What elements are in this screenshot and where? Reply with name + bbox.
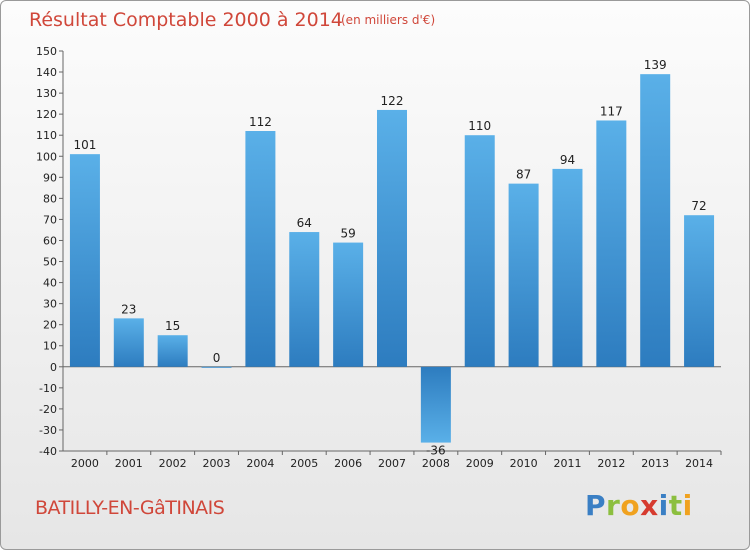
x-tick-label: 2011 [553, 457, 581, 470]
y-tick-label: 120 [36, 108, 57, 121]
y-tick-label: 0 [50, 361, 57, 374]
bar-value-label: 59 [340, 227, 355, 241]
x-tick-label: 2002 [159, 457, 187, 470]
chart-subtitle: (en milliers d'€) [341, 13, 436, 27]
y-tick-label: 50 [43, 256, 57, 269]
bar [552, 168, 583, 367]
bar-value-label: 117 [600, 104, 623, 118]
y-tick-label: 90 [43, 171, 57, 184]
x-tick-label: 2009 [466, 457, 494, 470]
x-tick-label: 2003 [203, 457, 231, 470]
bar [640, 74, 671, 367]
bar [289, 232, 320, 367]
logo-letter: x [640, 489, 659, 522]
y-tick-label: -40 [39, 445, 57, 458]
bar-value-label: 139 [644, 58, 667, 72]
logo-letter: i [658, 489, 669, 522]
bar [113, 318, 144, 367]
bar-value-label: 101 [73, 138, 96, 152]
bar [464, 135, 495, 367]
x-tick-label: 2013 [641, 457, 669, 470]
x-tick-label: 2004 [246, 457, 274, 470]
x-tick-label: 2014 [685, 457, 713, 470]
y-tick-label: 40 [43, 277, 57, 290]
chart-title: Résultat Comptable 2000 à 2014 [29, 9, 343, 31]
x-tick-label: 2000 [71, 457, 99, 470]
y-tick-label: -30 [39, 424, 57, 437]
logo-letter: o [620, 489, 641, 522]
bar [377, 109, 407, 367]
bar-value-label: 23 [121, 302, 136, 316]
logo-letter: r [606, 489, 621, 522]
y-tick-label: 110 [36, 129, 57, 142]
x-tick-label: 2010 [510, 457, 538, 470]
logo-letter: P [585, 489, 607, 522]
proxiti-logo[interactable]: Proxiti [585, 489, 693, 522]
y-tick-label: 150 [36, 45, 57, 58]
bar [420, 366, 451, 443]
x-tick-label: 2006 [334, 457, 362, 470]
y-tick-label: 20 [43, 319, 57, 332]
bar-value-label: 94 [560, 153, 575, 167]
bar-value-label: -36 [426, 444, 446, 458]
bar [157, 335, 188, 367]
x-tick-label: 2001 [115, 457, 143, 470]
bar-value-label: 87 [516, 168, 531, 182]
y-tick-label: -20 [39, 403, 57, 416]
bar [333, 242, 364, 367]
x-tick-label: 2005 [290, 457, 318, 470]
bar [69, 154, 100, 367]
commune-name: BATILLY-EN-GâTINAIS [35, 497, 225, 519]
y-tick-label: 60 [43, 234, 57, 247]
y-tick-label: 10 [43, 340, 57, 353]
bar-value-label: 122 [381, 94, 404, 108]
bar [684, 215, 715, 367]
bar-value-label: 110 [468, 119, 491, 133]
bar [596, 120, 627, 367]
y-tick-label: 80 [43, 192, 57, 205]
bar-value-label: 72 [691, 199, 706, 213]
y-tick-label: 130 [36, 87, 57, 100]
logo-letter: t [668, 489, 683, 522]
x-tick-label: 2012 [597, 457, 625, 470]
x-tick-label: 2007 [378, 457, 406, 470]
bar-value-label: 0 [213, 351, 221, 365]
y-tick-label: 30 [43, 298, 57, 311]
bar [508, 183, 539, 367]
bar-value-label: 15 [165, 319, 180, 333]
bar [245, 131, 276, 367]
y-tick-label: 70 [43, 213, 57, 226]
bar [201, 366, 232, 368]
x-tick-label: 2008 [422, 457, 450, 470]
y-tick-label: 140 [36, 66, 57, 79]
logo-letter: i [682, 489, 693, 522]
bar-value-label: 64 [297, 216, 312, 230]
y-tick-label: 100 [36, 150, 57, 163]
bar-value-label: 112 [249, 115, 272, 129]
y-tick-label: -10 [39, 382, 57, 395]
